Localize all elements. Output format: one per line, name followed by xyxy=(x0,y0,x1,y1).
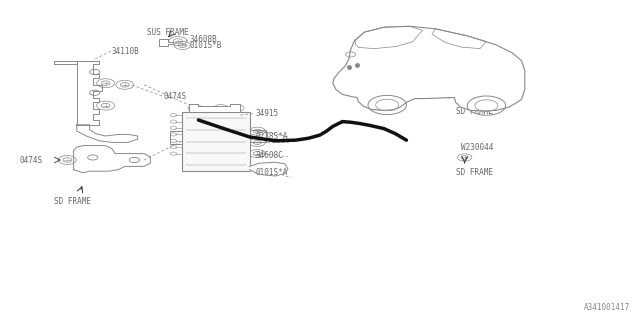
Polygon shape xyxy=(74,146,150,173)
Text: 0101S*B: 0101S*B xyxy=(189,41,222,50)
Text: 34608C: 34608C xyxy=(256,151,284,160)
Polygon shape xyxy=(250,162,288,176)
Text: 34915: 34915 xyxy=(256,109,279,118)
Text: 0101S*A: 0101S*A xyxy=(256,168,289,177)
Text: SUS FRAME: SUS FRAME xyxy=(147,28,189,36)
Text: 0474S: 0474S xyxy=(19,156,42,164)
Polygon shape xyxy=(333,26,525,111)
Polygon shape xyxy=(77,61,102,125)
Text: SD FRAME: SD FRAME xyxy=(456,107,493,116)
Text: W230044: W230044 xyxy=(461,143,493,152)
Polygon shape xyxy=(189,104,240,112)
Polygon shape xyxy=(77,125,138,142)
Bar xyxy=(182,112,250,171)
Text: W230044: W230044 xyxy=(461,81,493,90)
Text: 0474S: 0474S xyxy=(163,92,186,100)
Text: SD FRAME: SD FRAME xyxy=(456,168,493,177)
Text: 34608B: 34608B xyxy=(189,35,217,44)
Text: SD FRAME: SD FRAME xyxy=(54,197,92,206)
Text: 34110B: 34110B xyxy=(112,47,140,56)
Text: A341001417: A341001417 xyxy=(584,303,630,312)
Polygon shape xyxy=(159,39,173,46)
Text: 0238S*A: 0238S*A xyxy=(256,132,289,140)
